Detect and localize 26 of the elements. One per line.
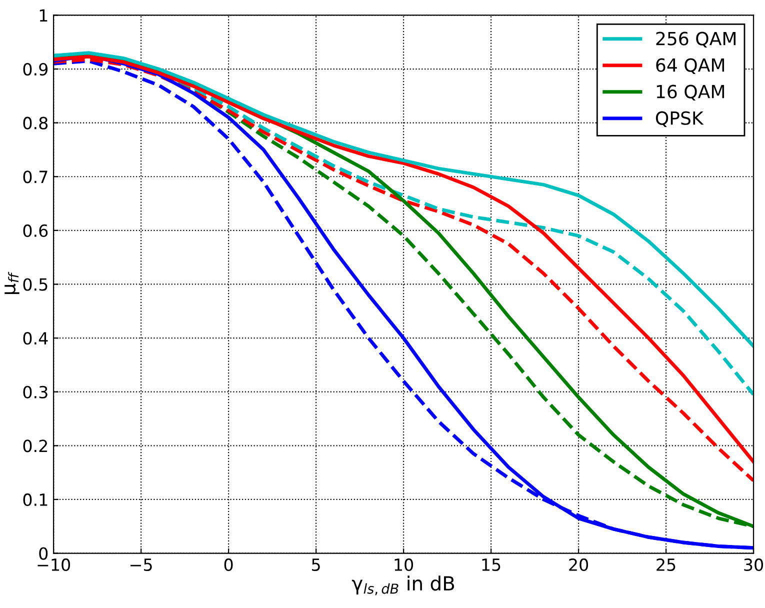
x-tick-label: 20 xyxy=(569,558,588,572)
x-tick-label: −10 xyxy=(38,558,70,572)
legend-label: QPSK xyxy=(656,111,704,128)
y-tick-label: 0.5 xyxy=(23,278,48,291)
y-axis-title: μ$_{ff}$ xyxy=(4,272,20,294)
x-tick-label: 0 xyxy=(224,558,233,572)
legend-label: 64 QAM xyxy=(656,58,724,74)
x-tick-label: 10 xyxy=(394,558,414,572)
x-tick-label: −5 xyxy=(130,558,152,572)
y-tick-label: 0.9 xyxy=(23,62,48,76)
y-tick-label: 1 xyxy=(40,9,48,22)
x-tick-label: 5 xyxy=(312,558,320,572)
y-tick-label: 0.3 xyxy=(23,386,48,398)
y-tick-label: 0.4 xyxy=(23,332,48,345)
y-tick-label: 0.6 xyxy=(23,224,48,237)
x-axis-title: γ$_{ls,dB}$ in dB xyxy=(352,576,454,596)
y-tick-label: 0.1 xyxy=(23,493,48,506)
y-tick-label: 0.7 xyxy=(23,170,48,184)
y-tick-label: 0 xyxy=(39,547,48,560)
x-tick-label: 30 xyxy=(744,558,764,572)
legend-label: 16 QAM xyxy=(656,84,724,100)
y-tick-label: 0.2 xyxy=(23,440,48,452)
legend-label: 256 QAM xyxy=(656,32,736,48)
y-tick-label: 0.8 xyxy=(23,116,48,130)
x-tick-label: 15 xyxy=(482,558,500,572)
x-tick-label: 25 xyxy=(656,558,676,572)
